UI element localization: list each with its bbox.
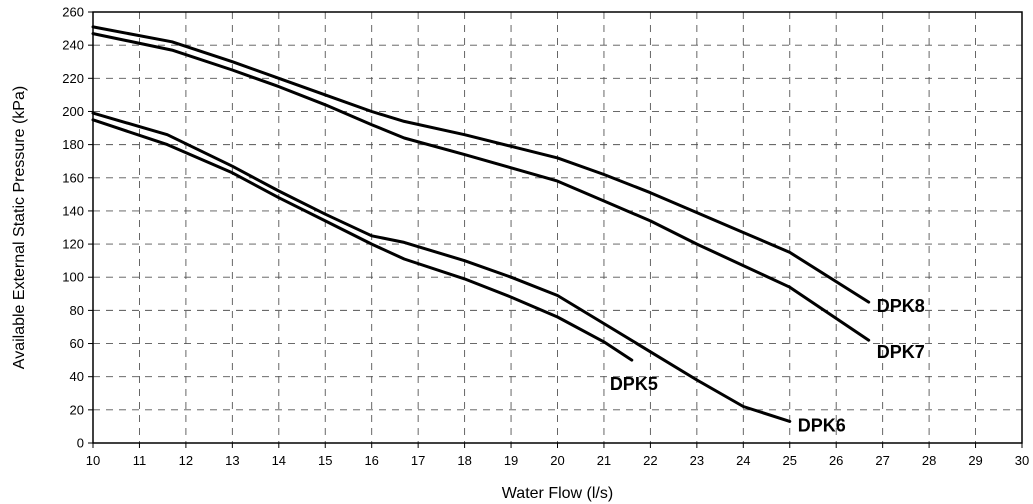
y-axis-ticks: 0 20 40 60 80 100 120 140 160 180 200 220 240 260 xyxy=(62,5,93,451)
y-tick-label: 200 xyxy=(62,104,84,119)
y-axis-label: Available External Static Pressure (kPa) xyxy=(11,86,28,369)
y-tick-label: 180 xyxy=(62,137,84,152)
series-label-dpk5: DPK5 xyxy=(610,374,658,394)
series-line-dpk8 xyxy=(91,25,871,304)
x-tick-label: 29 xyxy=(968,453,982,468)
y-tick-label: 0 xyxy=(77,436,84,451)
x-tick-label: 27 xyxy=(875,453,889,468)
x-tick-label: 25 xyxy=(783,453,797,468)
y-tick-label: 140 xyxy=(62,203,84,218)
series-label-dpk8: DPK8 xyxy=(877,296,925,316)
series-labels: DPK5 DPK6 DPK7 DPK8 xyxy=(610,296,925,435)
x-tick-label: 24 xyxy=(736,453,750,468)
series-label-dpk7: DPK7 xyxy=(877,342,925,362)
series-label-dpk6: DPK6 xyxy=(798,415,846,435)
x-tick-label: 19 xyxy=(504,453,518,468)
series-lines xyxy=(91,25,871,423)
y-tick-label: 260 xyxy=(62,5,84,20)
y-tick-label: 60 xyxy=(70,336,84,351)
x-tick-label: 14 xyxy=(272,453,286,468)
x-axis-label: Water Flow (l/s) xyxy=(502,485,613,502)
x-tick-label: 20 xyxy=(550,453,564,468)
x-tick-label: 22 xyxy=(643,453,657,468)
series-line-dpk5 xyxy=(91,118,634,362)
x-axis-ticks: 10 11 12 13 14 15 16 17 18 19 20 21 22 23 24 25 26 27 28 29… xyxy=(86,443,1029,468)
x-tick-label: 26 xyxy=(829,453,843,468)
x-tick-label: 23 xyxy=(690,453,704,468)
y-tick-label: 80 xyxy=(70,303,84,318)
x-tick-label: 30 xyxy=(1015,453,1029,468)
x-tick-label: 13 xyxy=(225,453,239,468)
series-line-dpk7 xyxy=(91,32,871,342)
y-tick-label: 40 xyxy=(70,369,84,384)
x-tick-label: 28 xyxy=(922,453,936,468)
series-line-dpk6 xyxy=(91,111,792,423)
grid-lines xyxy=(93,12,1022,443)
y-tick-label: 20 xyxy=(70,402,84,417)
x-tick-label: 10 xyxy=(86,453,100,468)
x-tick-label: 17 xyxy=(411,453,425,468)
x-tick-label: 11 xyxy=(133,453,147,468)
x-tick-label: 15 xyxy=(318,453,332,468)
y-tick-label: 220 xyxy=(62,71,84,86)
x-tick-label: 18 xyxy=(457,453,471,468)
y-tick-label: 240 xyxy=(62,38,84,53)
y-tick-label: 100 xyxy=(62,270,84,285)
x-tick-label: 16 xyxy=(364,453,378,468)
y-tick-label: 160 xyxy=(62,170,84,185)
x-tick-label: 21 xyxy=(597,453,611,468)
x-tick-label: 12 xyxy=(179,453,193,468)
y-tick-label: 120 xyxy=(62,237,84,252)
